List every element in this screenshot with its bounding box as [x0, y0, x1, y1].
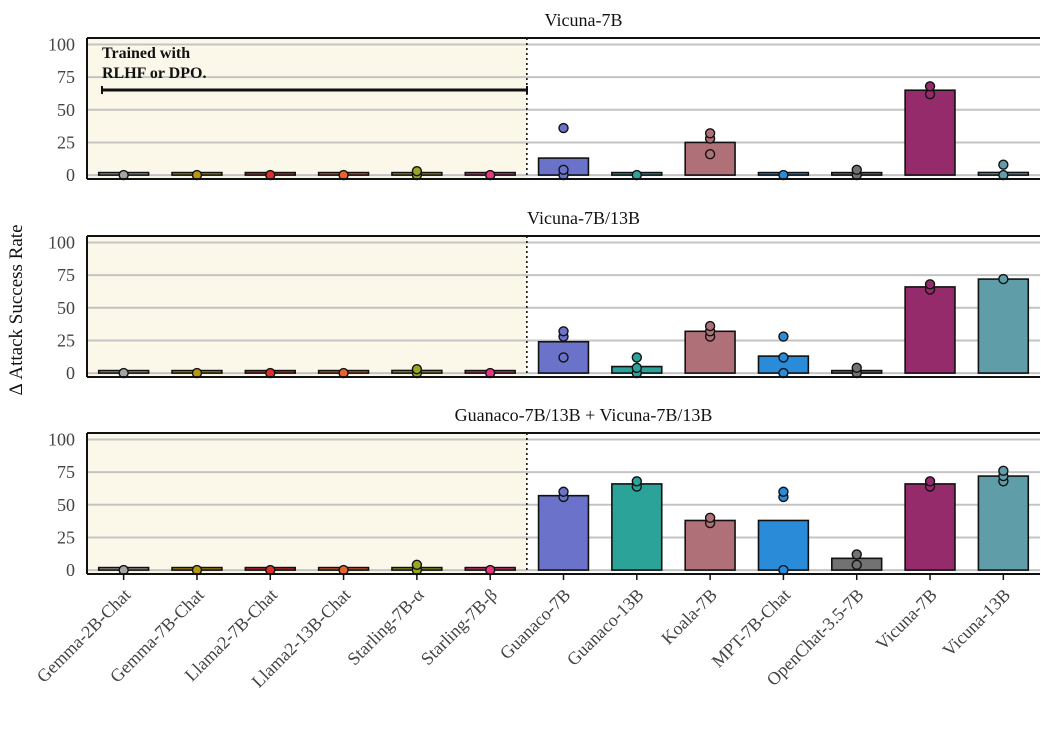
panel-title: Vicuna-7B/13B [527, 208, 640, 228]
x-tick-label: Vicuna-13B [939, 585, 1015, 661]
bar-12 [904, 483, 956, 571]
data-point [998, 159, 1009, 170]
bar-7 [537, 340, 590, 374]
data-point [704, 512, 716, 524]
data-point [558, 164, 569, 176]
bar-10 [757, 519, 810, 571]
y-tick-label: 0 [66, 363, 75, 383]
data-point [558, 326, 569, 337]
data-point [924, 81, 936, 92]
panel-title: Guanaco-7B/13B + Vicuna-7B/13B [455, 405, 713, 425]
x-tick-label: Starling-7B-β [417, 585, 501, 669]
panels: 0 25 50 75 100 Vicuna-7B Trained with RLHF or D… [48, 10, 1040, 580]
shaded-region [87, 433, 527, 574]
data-point [558, 352, 569, 363]
y-tick-label: 100 [48, 430, 75, 450]
shaded-region [87, 38, 527, 179]
bar-13 [977, 278, 1030, 374]
data-point [704, 148, 716, 160]
y-tick-label: 75 [57, 265, 75, 285]
x-tick-label: Vicuna-7B [872, 585, 941, 654]
bar-12 [904, 286, 956, 374]
data-point [411, 363, 423, 375]
y-axis-label: Δ Attack Success Rate [6, 224, 27, 395]
data-point [631, 476, 643, 487]
data-point [924, 476, 936, 487]
x-tick-labels: Gemma-2B-ChatGemma-7B-ChatLlama2-7B-Chat… [33, 574, 1015, 691]
data-point [778, 352, 789, 363]
data-point [851, 549, 862, 560]
y-tick-label: 100 [48, 233, 75, 253]
panel-1: 0 25 50 75 100 Vicuna-7B Trained with RLHF or D… [48, 10, 1040, 185]
data-point [778, 486, 789, 497]
data-point [704, 128, 716, 139]
data-point [558, 486, 569, 497]
data-point [411, 559, 423, 571]
annotation-line-2: RLHF or DPO. [102, 65, 206, 82]
data-point [924, 279, 936, 290]
y-tick-label: 75 [57, 67, 75, 87]
y-tick-label: 50 [57, 298, 75, 318]
y-tick-label: 75 [57, 462, 75, 482]
bar-7 [537, 494, 590, 571]
shaded-region [87, 236, 527, 377]
y-tick-label: 25 [57, 330, 75, 350]
bar-8 [611, 483, 663, 571]
y-tick-label: 0 [66, 165, 75, 185]
y-tick-label: 25 [57, 132, 75, 152]
data-point [851, 559, 862, 571]
data-point [998, 465, 1009, 477]
y-tick-label: 50 [57, 100, 75, 120]
y-tick-label: 25 [57, 527, 75, 547]
x-tick-label: Guanaco-13B [563, 585, 648, 670]
x-tick-label: Koala-7B [657, 585, 721, 649]
panel-2: 0 25 50 75 100 Vicuna-7B/13B [48, 208, 1040, 383]
data-point [704, 320, 716, 332]
x-tick-label: Guanaco-7B [496, 585, 574, 663]
y-tick-label: 50 [57, 495, 75, 515]
x-tick-label: Starling-7B-α [343, 584, 428, 669]
data-point [411, 165, 423, 177]
panel-title: Vicuna-7B [545, 10, 623, 30]
data-point [558, 122, 569, 134]
data-point [778, 331, 789, 342]
data-point [851, 164, 862, 176]
data-point [631, 352, 643, 363]
y-tick-label: 100 [48, 35, 75, 55]
bar-12 [904, 89, 956, 176]
data-point [998, 273, 1009, 285]
panel-3: 0 25 50 75 100 Guanaco-7B/13B + Vicuna-7B/13B [48, 405, 1040, 580]
data-point [631, 362, 643, 374]
annotation-line-1: Trained with [102, 45, 190, 62]
data-point [851, 362, 862, 374]
y-tick-label: 0 [66, 560, 75, 580]
bar-13 [977, 475, 1030, 571]
